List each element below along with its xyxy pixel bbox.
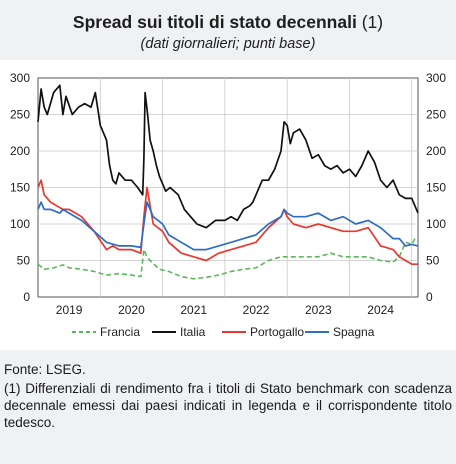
legend-label-francia: Francia (100, 325, 140, 339)
legend-label-italia: Italia (180, 325, 206, 339)
x-axis: 2019 2020 2021 2022 2023 2024 (56, 303, 394, 317)
x-tick-label: 2022 (243, 303, 270, 317)
chart-header: Spread sui titoli di stato decennali (1)… (0, 0, 456, 60)
x-tick-label: 2023 (305, 303, 332, 317)
chart-title: Spread sui titoli di stato decennali (1) (0, 12, 456, 33)
x-tick-label: 2019 (56, 303, 83, 317)
grid-lines (38, 78, 418, 297)
series-line-francia (37, 237, 418, 280)
chart-footer: Fonte: LSEG. (1) Differenziali di rendim… (0, 350, 456, 464)
line-chart: 0 50 100 150 200 250 300 0 50 100 150 200 250 300 20… (10, 71, 446, 339)
y-tick-label-right: 300 (426, 71, 446, 85)
legend-label-portogallo: Portogallo (250, 325, 304, 339)
series-line-portogallo (37, 179, 418, 266)
y-tick-label-right: 100 (426, 217, 446, 231)
y-tick-label-left: 50 (17, 254, 31, 268)
y-tick-label-right: 0 (426, 290, 433, 304)
x-tick-label: 2020 (118, 303, 145, 317)
y-tick-label-left: 300 (10, 71, 30, 85)
y-tick-label-left: 250 (10, 108, 30, 122)
legend-label-spagna: Spagna (333, 325, 375, 339)
y-tick-label-left: 200 (10, 144, 30, 158)
y-tick-label-left: 150 (10, 181, 30, 195)
source-text: Fonte: LSEG. (4, 362, 86, 377)
y-tick-label-right: 150 (426, 181, 446, 195)
series-line-italia (37, 84, 419, 229)
y-tick-label-left: 0 (23, 290, 30, 304)
y-tick-label-right: 50 (426, 254, 440, 268)
footnote-text: (1) Differenziali di rendimento fra i ti… (4, 381, 452, 430)
series-lines (37, 84, 419, 280)
legend: Francia Italia Portogallo Spagna (72, 325, 375, 339)
y-tick-label-left: 100 (10, 217, 30, 231)
y-tick-label-right: 200 (426, 144, 446, 158)
chart-title-text: Spread sui titoli di stato decennali (72, 12, 357, 32)
y-tick-label-right: 250 (426, 108, 446, 122)
chart-title-note: (1) (361, 12, 384, 32)
x-tick-label: 2021 (180, 303, 207, 317)
x-tick-label: 2024 (367, 303, 394, 317)
series-line-spagna (37, 201, 419, 251)
chart-subtitle: (dati giornalieri; punti base) (140, 36, 316, 52)
y-axis-left: 0 50 100 150 200 250 300 (10, 71, 30, 304)
y-axis-right: 0 50 100 150 200 250 300 (426, 71, 446, 304)
